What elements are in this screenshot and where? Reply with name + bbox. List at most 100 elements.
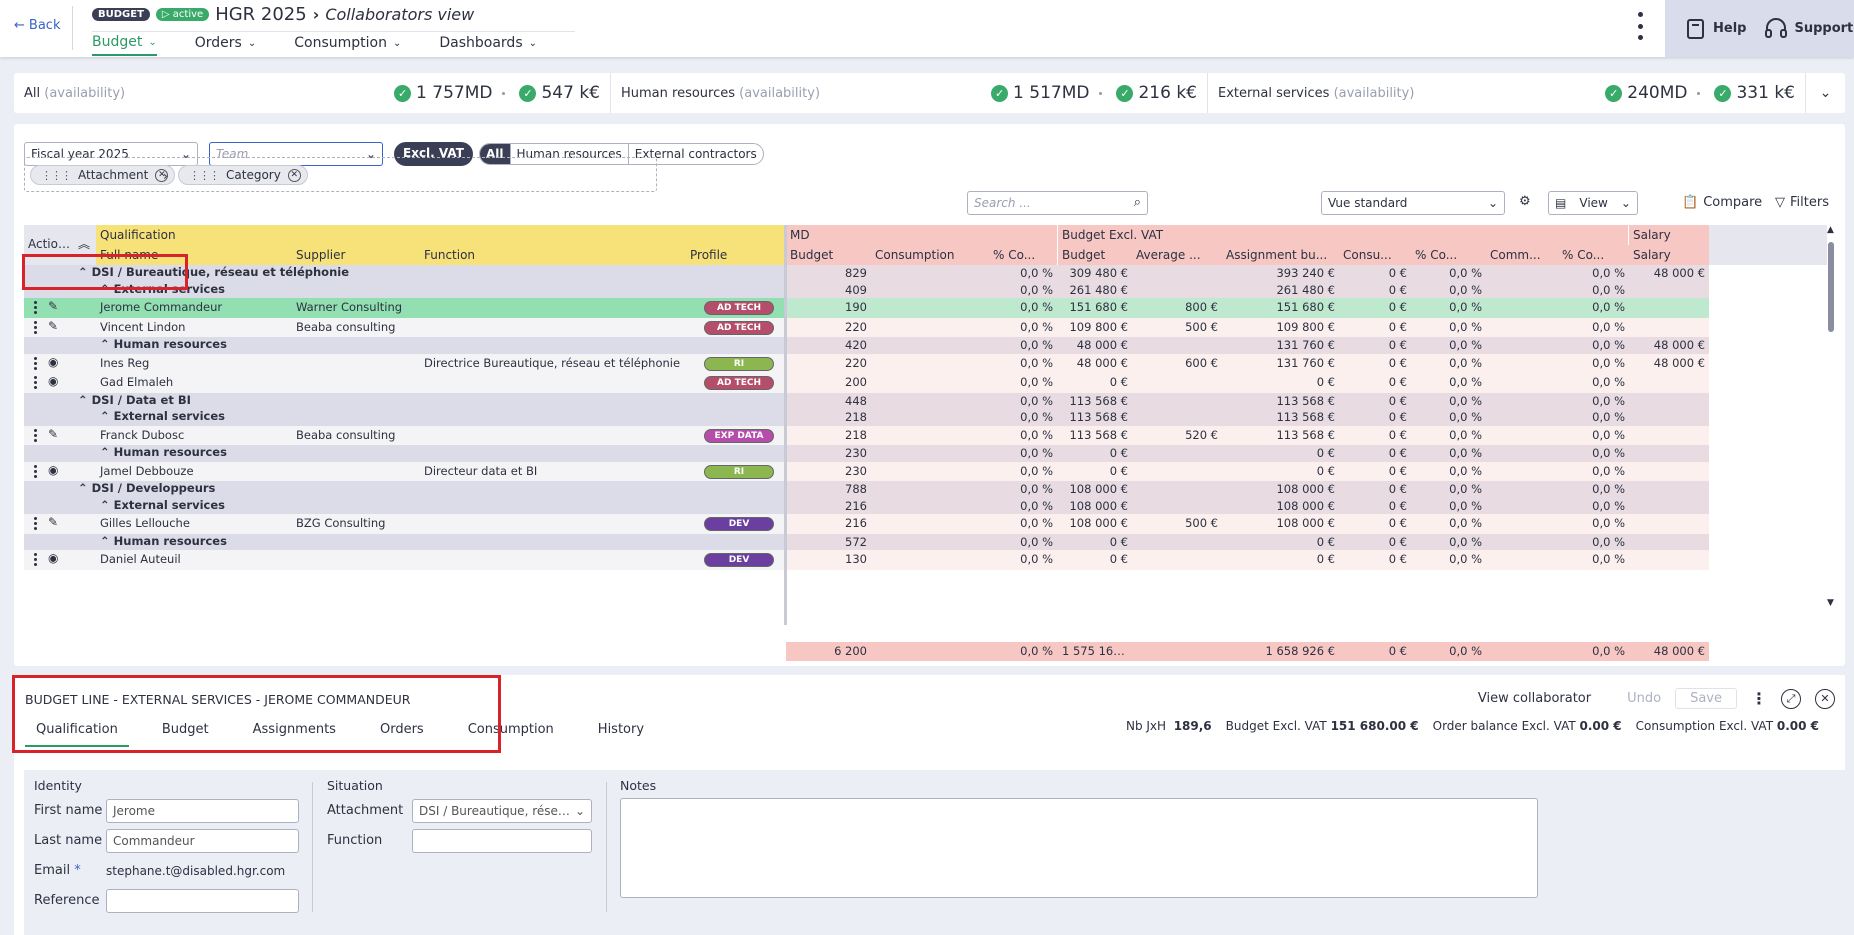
- col-md-consumption[interactable]: Consumption: [871, 245, 989, 265]
- tab-assignments[interactable]: Assignments: [252, 722, 336, 737]
- group-row[interactable]: ⌃ External services 216 0,0 % 108 000 € 108 …: [24, 497, 1709, 514]
- eye-icon[interactable]: ◉: [48, 374, 59, 388]
- more-vertical-icon[interactable]: [34, 356, 37, 370]
- more-vertical-icon[interactable]: [34, 376, 37, 389]
- col-budget[interactable]: Budget: [1058, 245, 1132, 265]
- last-name-input[interactable]: Commandeur: [106, 829, 299, 853]
- col-commitment[interactable]: Comm...: [1486, 245, 1558, 265]
- notes-textarea[interactable]: [620, 798, 1538, 898]
- nav-budget[interactable]: Budget ⌄: [92, 32, 157, 56]
- first-name-input[interactable]: Jerome: [106, 799, 299, 823]
- more-vertical-icon[interactable]: [34, 464, 37, 478]
- view-button[interactable]: ▤ View ⌄: [1548, 191, 1638, 215]
- eye-icon[interactable]: ◉: [48, 354, 59, 369]
- pencil-icon[interactable]: ✎: [48, 318, 59, 333]
- group-row[interactable]: ⌃ DSI / Data et BI 448 0,0 % 113 568 € 113 5…: [24, 392, 1709, 409]
- save-button[interactable]: Save: [1675, 688, 1737, 709]
- more-vertical-icon[interactable]: [34, 553, 37, 566]
- cell-salary: 48 000 €: [1653, 266, 1705, 280]
- pencil-icon[interactable]: ✎: [48, 515, 59, 529]
- more-menu-icon[interactable]: [1636, 12, 1644, 40]
- eye-icon[interactable]: ◉: [48, 462, 59, 477]
- col-salary[interactable]: Salary: [1629, 245, 1709, 265]
- col-profile[interactable]: Profile: [686, 245, 786, 265]
- table-row[interactable]: ◉ Gad Elmaleh AD TECH 200 0,0 % 0 € 0 € 0 € 0,0 …: [24, 373, 1709, 393]
- cell-b-assign: 113 568 €: [1276, 410, 1335, 424]
- nav-orders[interactable]: Orders ⌄: [194, 35, 257, 51]
- table-row[interactable]: ✎ Jerome Commandeur Warner Consulting AD TE…: [24, 298, 1709, 318]
- table-row[interactable]: ✎ Gilles Lellouche BZG Consulting DEV 216 0,0…: [24, 514, 1709, 534]
- group-row[interactable]: ⌃ Human resources 230 0,0 % 0 € 0 € 0 € 0,0 % 0…: [24, 445, 1709, 462]
- more-vertical-icon[interactable]: [34, 320, 37, 334]
- vertical-scrollbar[interactable]: ▲ ▼: [1827, 225, 1835, 608]
- table-row[interactable]: ✎ Vincent Lindon Beaba consulting AD TECH 22…: [24, 317, 1709, 337]
- group-chip-attachment[interactable]: ⋮⋮⋮ Attachment ✕: [30, 165, 176, 185]
- group-row[interactable]: ⌃ DSI / Developpeurs 788 0,0 % 108 000 € 108…: [24, 481, 1709, 498]
- table-row[interactable]: ✎ Franck Dubosc Beaba consulting EXP DATA 21…: [24, 425, 1709, 445]
- group-label[interactable]: ⌃ External services: [100, 497, 225, 512]
- col-md-budget[interactable]: Budget: [786, 245, 871, 265]
- col-pct-2[interactable]: % Co...: [1558, 245, 1629, 265]
- col-md-pct[interactable]: % Co...: [989, 245, 1057, 265]
- eye-icon[interactable]: ◉: [48, 551, 59, 565]
- group-label[interactable]: ⌃ DSI / Developpeurs: [78, 481, 216, 495]
- pencil-icon[interactable]: ✎: [48, 426, 59, 441]
- close-icon[interactable]: ✕: [1815, 688, 1835, 709]
- col-function[interactable]: Function: [420, 245, 686, 265]
- group-label[interactable]: ⌃ DSI / Data et BI: [78, 392, 191, 407]
- attachment-select[interactable]: DSI / Bureautique, réseau et télé…⌄: [412, 799, 592, 823]
- function-input[interactable]: [412, 829, 592, 853]
- scroll-thumb[interactable]: [1828, 242, 1834, 332]
- gear-icon[interactable]: ⚙: [1519, 194, 1531, 209]
- back-button[interactable]: ← Back: [14, 18, 61, 33]
- col-supplier[interactable]: Supplier: [292, 245, 420, 265]
- tab-history[interactable]: History: [597, 722, 645, 737]
- more-vertical-icon[interactable]: [34, 517, 37, 530]
- tab-orders[interactable]: Orders: [379, 722, 424, 737]
- fiscal-year-select[interactable]: Fiscal year 2025 ⌄: [24, 142, 198, 166]
- expand-icon[interactable]: ⤢: [1781, 688, 1801, 709]
- more-vertical-icon[interactable]: ⋮: [1751, 689, 1767, 708]
- group-row[interactable]: ⌃ Human resources 572 0,0 % 0 € 0 € 0 € 0,0 % 0…: [24, 533, 1709, 550]
- col-pct[interactable]: % Co...: [1411, 245, 1486, 265]
- group-label[interactable]: ⌃ Human resources: [100, 445, 227, 459]
- chevron-down-icon[interactable]: ⌄: [1805, 73, 1845, 113]
- more-vertical-icon[interactable]: [34, 428, 37, 442]
- group-row[interactable]: ⌃ External services 218 0,0 % 113 568 € 113 …: [24, 409, 1709, 426]
- table-row[interactable]: ◉ Ines Reg Directrice Bureautique, réseau …: [24, 353, 1709, 373]
- tab-consumption[interactable]: Consumption: [467, 722, 554, 737]
- view-preset-select[interactable]: Vue standard ⌄: [1321, 191, 1505, 215]
- group-label[interactable]: ⌃ External services: [100, 409, 225, 423]
- support-button[interactable]: Support: [1764, 17, 1853, 40]
- close-icon[interactable]: ✕: [287, 168, 301, 182]
- more-vertical-icon[interactable]: [34, 301, 37, 314]
- cell-b-pct2: 0,0 %: [1592, 498, 1625, 513]
- help-button[interactable]: Help: [1685, 18, 1746, 40]
- table-row[interactable]: ◉ Jamel Debbouze Directeur data et BI RI 230…: [24, 461, 1709, 481]
- pencil-icon[interactable]: ✎: [48, 299, 59, 313]
- filter-external-contractors[interactable]: External contractors: [634, 147, 757, 161]
- group-label[interactable]: ⌃ Human resources: [100, 533, 227, 548]
- undo-button[interactable]: Undo: [1627, 691, 1662, 706]
- compare-button[interactable]: 📋 Compare: [1682, 195, 1763, 210]
- excl-vat-toggle[interactable]: Excl. VAT: [394, 142, 473, 166]
- tab-budget[interactable]: Budget: [161, 722, 209, 737]
- table-row[interactable]: ◉ Daniel Auteuil DEV 130 0,0 % 0 € 0 € 0 € 0,0 %…: [24, 550, 1709, 570]
- group-row[interactable]: ⌃ Human resources 420 0,0 % 48 000 € 131 760…: [24, 337, 1709, 354]
- col-full-name[interactable]: Full name: [96, 245, 292, 265]
- group-row[interactable]: ⌃ External services 409 0,0 % 261 480 €261 …: [24, 281, 1709, 298]
- group-label[interactable]: ⌃ Human resources: [100, 337, 227, 351]
- search-input[interactable]: Search ... ⌕: [967, 191, 1148, 215]
- view-collaborator-button[interactable]: View collaborator: [1477, 691, 1592, 706]
- col-assignment[interactable]: Assignment bu...: [1222, 245, 1339, 265]
- reference-input[interactable]: [106, 889, 299, 913]
- filters-button[interactable]: ▽ Filters: [1775, 195, 1829, 210]
- nav-consumption[interactable]: Consumption ⌄: [294, 35, 402, 51]
- col-average[interactable]: Average ...: [1132, 245, 1222, 265]
- col-consumption[interactable]: Consu...: [1339, 245, 1411, 265]
- nav-dashboards[interactable]: Dashboards ⌄: [439, 35, 537, 51]
- tab-qualification[interactable]: Qualification: [25, 719, 129, 747]
- group-row[interactable]: ⌃ DSI / Bureautique, réseau et téléphoni…: [24, 265, 1709, 282]
- group-chip-category[interactable]: ⋮⋮⋮ Category ✕: [178, 165, 308, 185]
- close-icon[interactable]: ✕: [155, 168, 169, 182]
